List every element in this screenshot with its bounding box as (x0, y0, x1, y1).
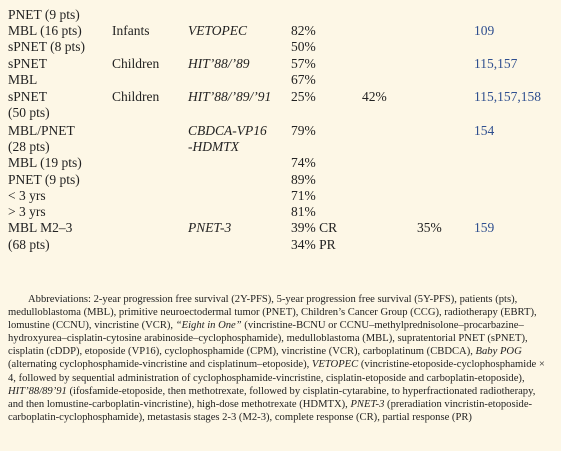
table-cell: 82% (291, 23, 316, 38)
table-cell: 154 (474, 123, 495, 138)
table-cell: PNET-3 (188, 220, 232, 235)
abbreviation-text: (ifosfamide-etoposide, then methotrexate… (8, 385, 536, 410)
table-cell: 71% (291, 188, 316, 203)
table-cell: CBDCA-VP16 (188, 123, 267, 138)
abbreviation-text: (vincristine-BCNU or CCNU–methylpredniso… (8, 320, 528, 358)
table-cell: sPNET (8 pts) (8, 39, 86, 54)
table-cell: 50% (291, 39, 316, 54)
abbreviation-text: (preradiation vincristin-etoposide-carbo… (8, 398, 533, 423)
table-cell: 57% (291, 56, 316, 71)
abbreviation-text: PNET-3 (350, 398, 385, 410)
table-cell: (50 pts) (8, 105, 50, 120)
abbreviation-text: VETOPEC (311, 359, 359, 371)
table-cell: Children (112, 56, 160, 71)
table-cell: 34% PR (291, 237, 336, 252)
table-cell: MBL (19 pts) (8, 155, 82, 170)
table-cell: 109 (474, 23, 495, 38)
abbreviation-text: Baby POG (475, 346, 522, 358)
table-cell: 74% (291, 155, 316, 170)
table-cell: 89% (291, 172, 316, 187)
table-cell: PNET (9 pts) (8, 172, 80, 187)
table-cell: HIT’88/’89 (188, 56, 250, 71)
abbreviation-text: Abbreviations: 2-year progression free s… (8, 294, 537, 332)
table-cell: MBL/PNET (8, 123, 75, 138)
table-cell: MBL (16 pts) (8, 23, 82, 38)
table-cell: MBL (8, 72, 38, 87)
table-cell: MBL M2–3 (8, 220, 73, 235)
table-cell: > 3 yrs (8, 204, 46, 219)
table-cell: 115,157,158 (474, 89, 541, 104)
table-cell: -HDMTX (188, 139, 239, 154)
table-cell: (68 pts) (8, 237, 50, 252)
table-cell: 115,157 (474, 56, 518, 71)
table-cell: Children (112, 89, 160, 104)
table-cell: Infants (112, 23, 150, 38)
table-cell: < 3 yrs (8, 188, 46, 203)
table-cell: VETOPEC (188, 23, 248, 38)
table-cell: 79% (291, 123, 316, 138)
abbreviation-text: (vincristine-etoposide-cyclophosphamide … (8, 359, 545, 384)
table-cell: 35% (417, 220, 442, 235)
abbreviation-text: (alternating cyclophosphamide-vincristin… (8, 359, 312, 371)
table-cell: 67% (291, 72, 316, 87)
table-cell: PNET (9 pts) (8, 7, 80, 22)
abbreviation-text: “Eight in One” (175, 320, 242, 332)
table-cell: 159 (474, 220, 495, 235)
table-cell: sPNET (8, 89, 48, 104)
table-cell: sPNET (8, 56, 48, 71)
table-cell: 39% CR (291, 220, 338, 235)
table-cell: 81% (291, 204, 316, 219)
abbreviation-text: HIT’88/89’91 (8, 385, 67, 397)
table-cell: HIT’88/’89/’91 (188, 89, 272, 104)
table-cell: (28 pts) (8, 139, 50, 154)
table-cell: 42% (362, 89, 387, 104)
abbreviations: Abbreviations: 2-year progression free s… (8, 293, 553, 424)
table-cell: 25% (291, 89, 316, 104)
